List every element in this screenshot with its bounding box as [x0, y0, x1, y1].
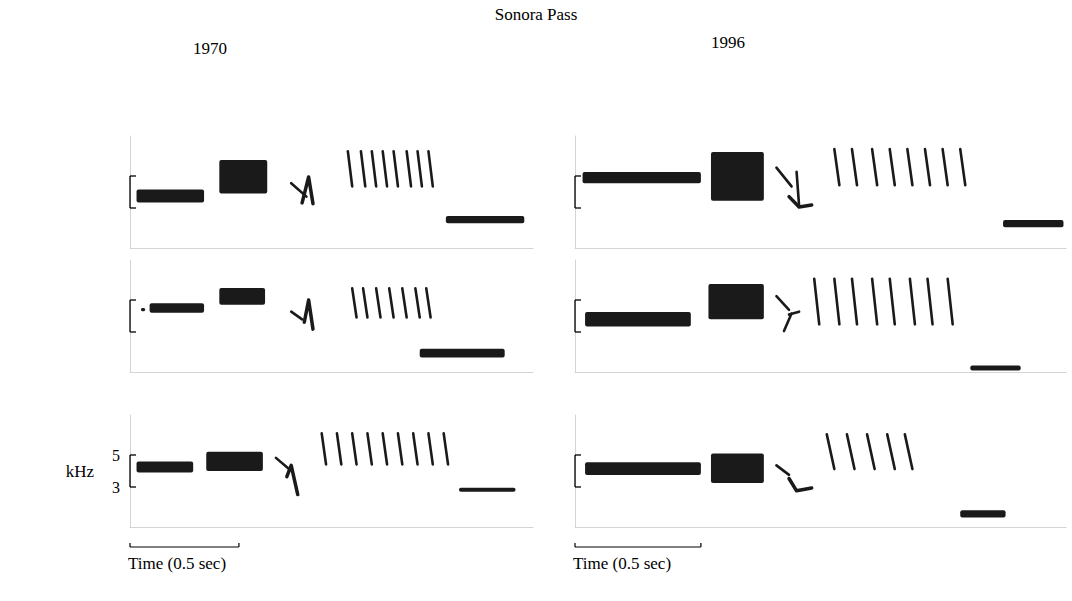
svg-text:Time (0.5 sec): Time (0.5 sec) [128, 554, 226, 573]
svg-text:1996: 1996 [711, 33, 745, 52]
svg-text:1970: 1970 [193, 39, 227, 58]
svg-text:Sonora Pass: Sonora Pass [495, 5, 578, 24]
svg-text:5: 5 [112, 447, 120, 464]
svg-text:3: 3 [112, 479, 120, 496]
svg-text:kHz: kHz [66, 462, 95, 481]
svg-text:Time (0.5 sec): Time (0.5 sec) [573, 554, 671, 573]
